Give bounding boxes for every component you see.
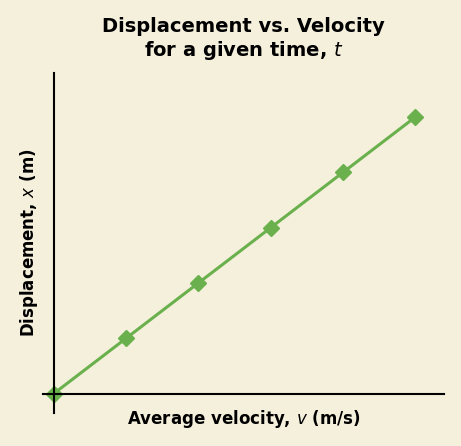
Y-axis label: Displacement, $\it{x}$ (m): Displacement, $\it{x}$ (m) [18,149,40,337]
Title: Displacement vs. Velocity
for a given time, $\it{t}$: Displacement vs. Velocity for a given ti… [102,17,385,62]
X-axis label: Average velocity, $\it{v}$ (m/s): Average velocity, $\it{v}$ (m/s) [127,408,361,429]
